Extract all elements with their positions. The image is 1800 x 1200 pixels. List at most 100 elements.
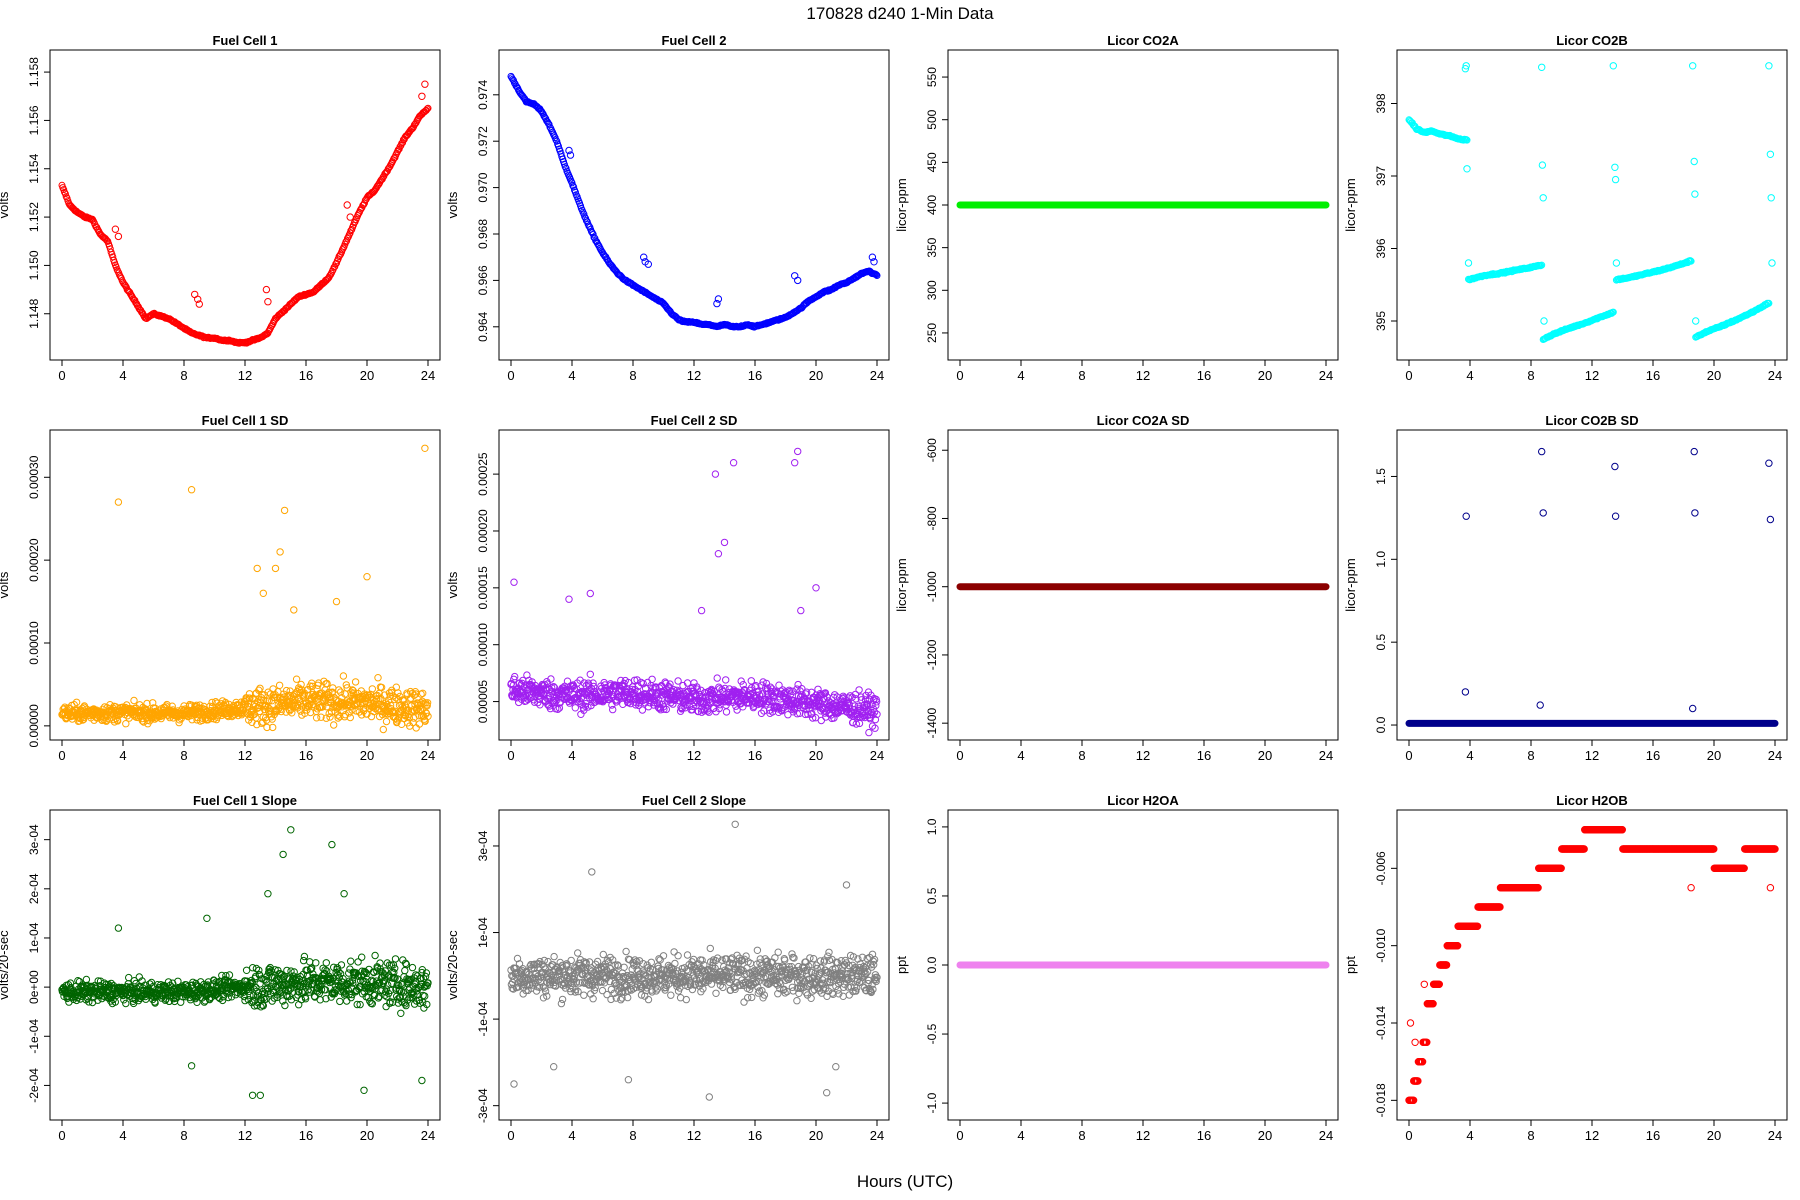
data-point <box>397 1009 405 1017</box>
data-point <box>419 689 427 697</box>
data-point <box>670 948 678 956</box>
x-tick-label: 16 <box>1197 748 1211 763</box>
plot-frame <box>49 809 441 1121</box>
data-point <box>418 92 426 101</box>
data-point <box>1538 447 1546 456</box>
y-tick-label: 0.968 <box>476 219 490 249</box>
y-axis-label: licor-ppm <box>1343 178 1358 231</box>
y-tick-label: 0.00020 <box>27 538 41 582</box>
y-tick-label: 0.00020 <box>476 509 490 553</box>
y-tick-label: 500 <box>925 109 939 129</box>
data-point <box>644 260 652 268</box>
data-point <box>399 139 407 147</box>
data-point <box>336 688 345 696</box>
data-point <box>423 699 432 707</box>
data-point <box>794 276 802 285</box>
data-point <box>1611 462 1619 471</box>
data-point <box>720 538 729 547</box>
y-tick-label: 0.972 <box>476 126 490 156</box>
x-tick-label: 16 <box>299 368 313 383</box>
x-tick-label: 8 <box>1078 748 1085 763</box>
data-points <box>58 444 432 734</box>
data-point <box>334 711 342 719</box>
y-tick-label: 350 <box>925 237 939 257</box>
data-point <box>558 995 567 1004</box>
x-tick-label: 16 <box>1646 368 1660 383</box>
y-tick-label: 0.00005 <box>476 680 490 724</box>
y-axis-label: volts <box>445 571 460 598</box>
y-axis-label: volts/20-sec <box>445 930 460 1000</box>
data-point <box>648 675 656 683</box>
data-point <box>794 680 802 689</box>
data-point <box>565 595 573 603</box>
data-point <box>682 701 690 709</box>
data-point <box>336 997 344 1006</box>
y-tick-label: 0.5 <box>1374 634 1388 651</box>
data-point <box>208 698 216 707</box>
panel-title: Licor CO2A SD <box>1097 413 1190 428</box>
x-tick-label: 12 <box>238 368 252 383</box>
data-point <box>335 686 343 694</box>
data-point <box>363 573 371 581</box>
x-tick-label: 20 <box>360 368 374 383</box>
y-tick-label: 300 <box>925 280 939 300</box>
data-point <box>114 924 123 932</box>
data-point <box>640 253 648 261</box>
data-point <box>599 950 607 959</box>
data-point <box>697 606 706 615</box>
y-axis-label: volts <box>0 191 11 218</box>
data-point <box>416 702 424 710</box>
data-point <box>674 677 682 685</box>
data-point <box>405 714 413 722</box>
x-tick-label: 12 <box>687 1128 701 1143</box>
data-point <box>1612 259 1621 267</box>
x-tick-label: 24 <box>870 1128 884 1143</box>
data-point <box>550 952 558 961</box>
data-point <box>262 716 271 724</box>
data-point <box>275 681 284 689</box>
x-tick-label: 24 <box>1768 748 1782 763</box>
data-point <box>585 222 593 230</box>
data-point <box>255 707 264 716</box>
data-point <box>264 298 272 306</box>
data-point <box>322 959 330 967</box>
data-point <box>353 700 361 709</box>
y-tick-label: 2e-04 <box>27 873 41 904</box>
data-point <box>1691 190 1699 198</box>
x-tick-label: 24 <box>421 368 435 383</box>
data-point <box>1687 257 1695 265</box>
plot-frame <box>49 49 441 361</box>
data-point <box>546 704 555 713</box>
x-tick-label: 24 <box>870 748 884 763</box>
data-point <box>635 701 643 710</box>
data-point <box>714 550 723 558</box>
x-tick-label: 8 <box>180 748 187 763</box>
panel-title: Licor CO2B <box>1556 33 1628 48</box>
y-tick-label: 0.00030 <box>27 455 41 499</box>
data-point <box>326 713 334 721</box>
data-point <box>722 676 730 684</box>
data-point <box>1463 165 1471 173</box>
y-tick-label: 1.0 <box>1374 551 1388 568</box>
data-point <box>343 997 351 1005</box>
plot-frame <box>1396 429 1788 741</box>
y-tick-label: 1e-04 <box>27 922 41 953</box>
x-tick-label: 12 <box>238 1128 252 1143</box>
x-tick-label: 20 <box>360 748 374 763</box>
x-tick-label: 24 <box>421 1128 435 1143</box>
data-point <box>143 699 151 708</box>
data-point <box>79 715 88 724</box>
panel-title: Fuel Cell 2 Slope <box>642 793 746 808</box>
x-tick-label: 12 <box>1136 748 1150 763</box>
data-point <box>262 285 271 294</box>
data-point <box>600 696 609 704</box>
data-point <box>554 142 562 150</box>
data-point <box>319 703 327 711</box>
y-tick-label: 396 <box>1374 238 1388 258</box>
y-tick-label: 1.156 <box>27 105 41 135</box>
data-points <box>58 826 432 1100</box>
data-point <box>1609 62 1618 70</box>
data-point <box>368 685 376 693</box>
